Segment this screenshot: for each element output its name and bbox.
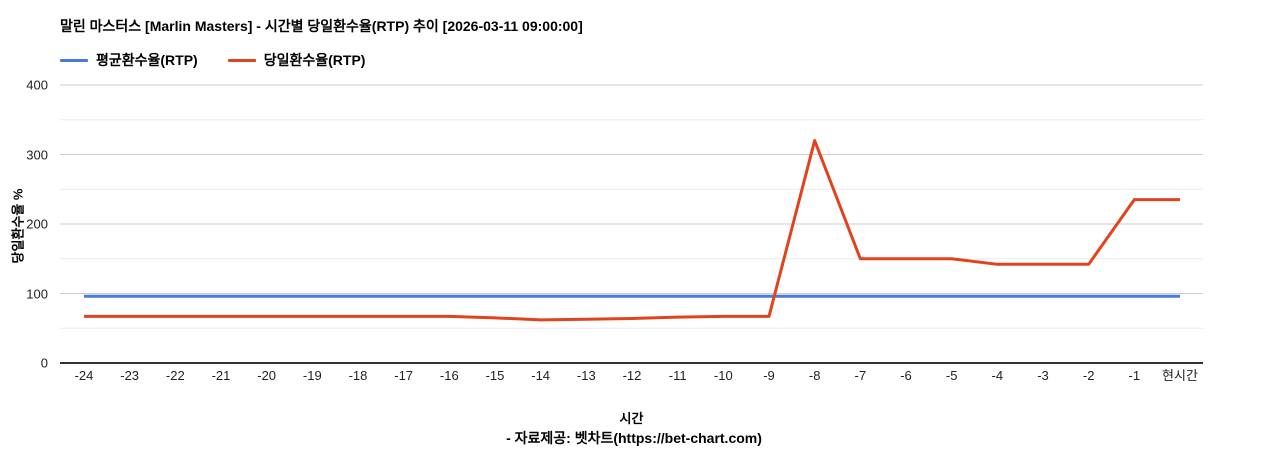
legend-label-average: 평균환수율(RTP) bbox=[96, 52, 198, 68]
x-tick-label: -24 bbox=[74, 368, 94, 383]
y-tick-label: 200 bbox=[26, 216, 48, 232]
x-tick-label: -12 bbox=[622, 368, 642, 383]
x-tick-label: -22 bbox=[165, 368, 185, 383]
y-tick-label: 300 bbox=[26, 147, 48, 162]
y-tick-label: 400 bbox=[26, 77, 48, 93]
legend-item-daily: 당일환수율(RTP) bbox=[227, 50, 366, 70]
x-tick-label: -15 bbox=[485, 368, 505, 383]
daily-line-swatch-icon bbox=[227, 58, 256, 62]
x-tick-label: -16 bbox=[439, 368, 459, 383]
legend-item-average: 평균환수율(RTP) bbox=[60, 50, 198, 70]
x-tick-label: -19 bbox=[302, 368, 322, 383]
x-tick-label: -7 bbox=[854, 368, 867, 383]
chart-title: 말린 마스터스 [Marlin Masters] - 시간별 당일환수율(RTP… bbox=[60, 18, 583, 34]
x-tick-label: -5 bbox=[945, 368, 958, 383]
x-tick-label: -13 bbox=[576, 368, 596, 383]
x-tick-label: -9 bbox=[763, 368, 775, 383]
y-tick-label: 0 bbox=[40, 355, 48, 371]
x-tick-label: -23 bbox=[120, 368, 140, 383]
x-tick-label: -21 bbox=[211, 368, 231, 383]
x-axis-title: 시간 bbox=[619, 411, 644, 426]
daily-rtp-line bbox=[84, 139, 1180, 322]
legend: 평균환수율(RTP) 당일환수율(RTP) bbox=[60, 50, 365, 70]
x-tick-label: -3 bbox=[1037, 368, 1049, 383]
x-tick-label: -20 bbox=[257, 368, 277, 383]
average-line-swatch-icon bbox=[60, 58, 88, 62]
y-tick-label: 100 bbox=[26, 286, 48, 301]
data-source-footer: - 자료제공: 벳차트(https://bet-chart.com) bbox=[506, 430, 762, 446]
x-tick-label: -6 bbox=[900, 368, 912, 383]
x-tick-label: -2 bbox=[1082, 368, 1095, 383]
x-tick-label: 현시간 bbox=[1162, 368, 1198, 383]
x-tick-label: -4 bbox=[991, 368, 1004, 383]
x-tick-label: -11 bbox=[668, 368, 687, 383]
x-tick-label: -17 bbox=[394, 368, 414, 383]
x-tick-label: -18 bbox=[348, 368, 368, 383]
x-tick-label: -14 bbox=[531, 368, 551, 383]
x-tick-label: -8 bbox=[808, 368, 821, 383]
x-tick-label: -1 bbox=[1128, 368, 1141, 383]
legend-label-daily: 당일환수율(RTP) bbox=[263, 52, 366, 68]
x-tick-label: -10 bbox=[713, 368, 733, 383]
